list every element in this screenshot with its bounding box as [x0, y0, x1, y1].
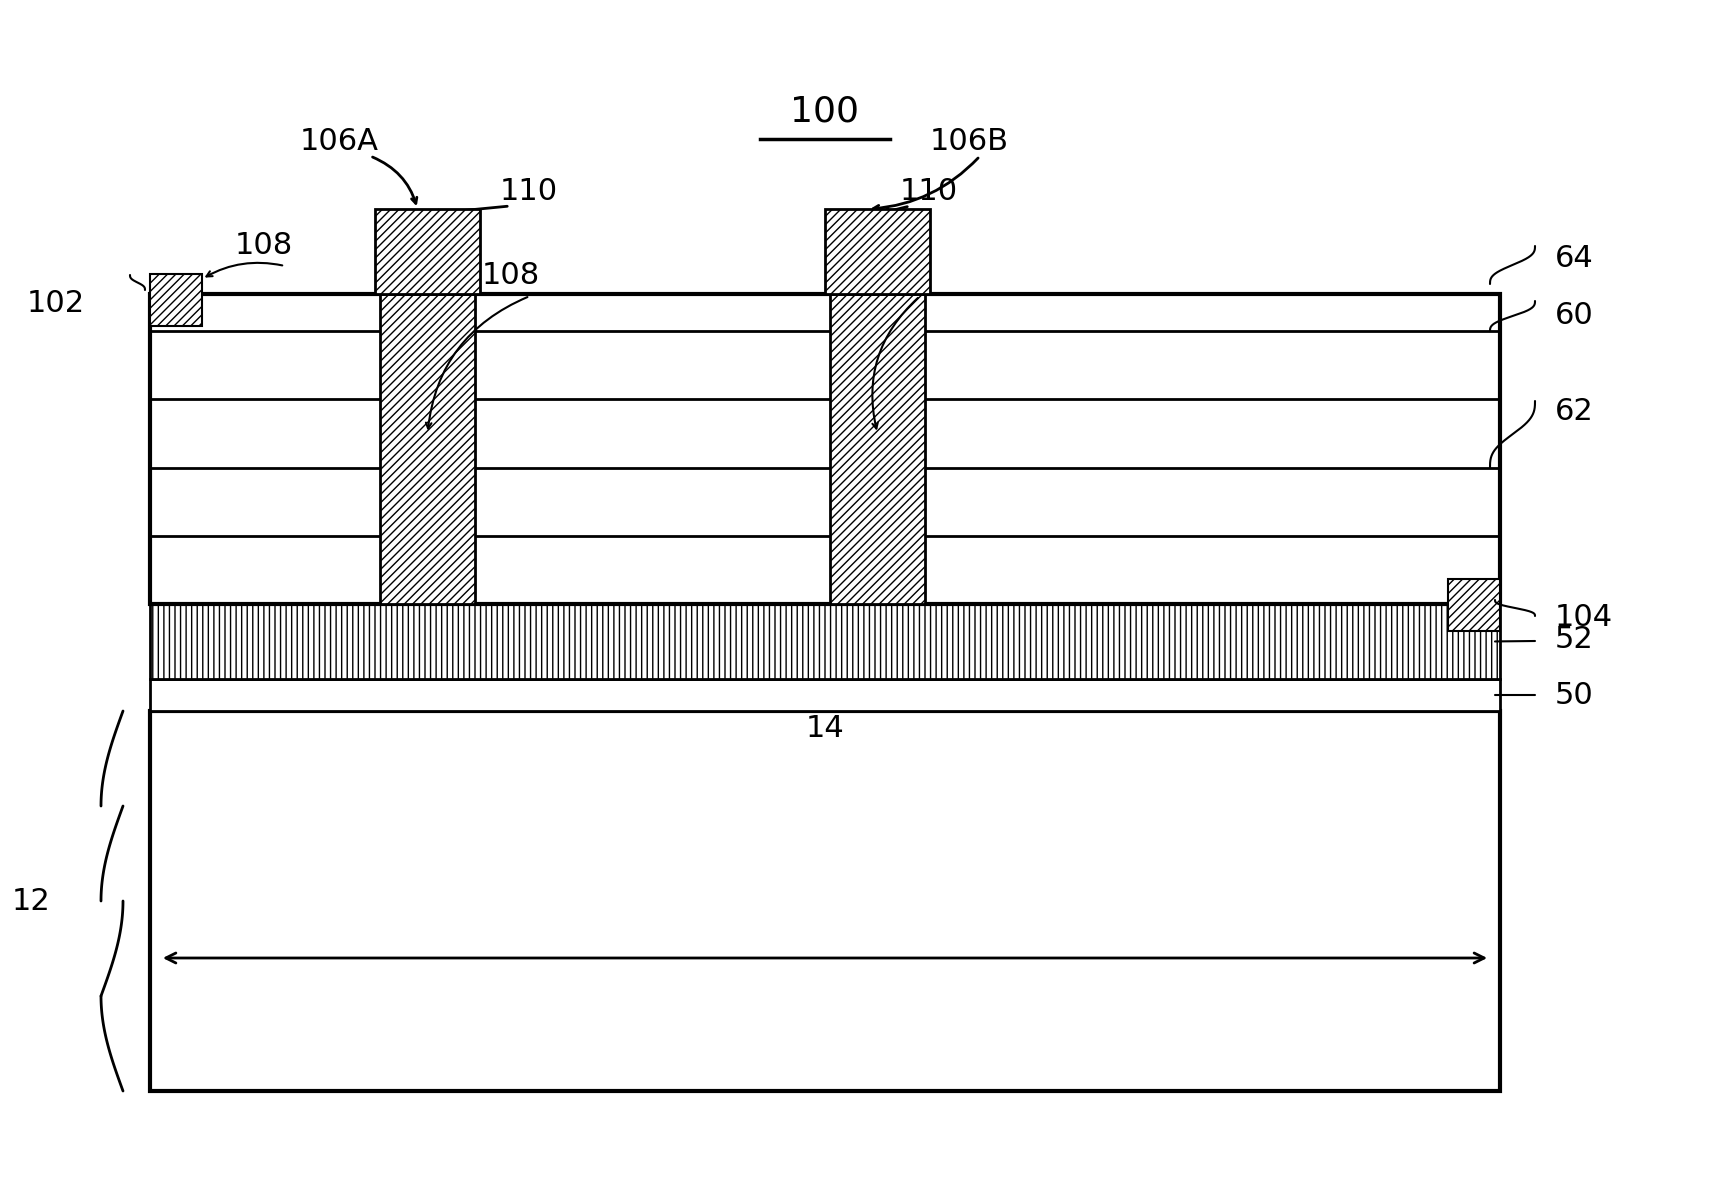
Text: 104: 104: [1556, 602, 1614, 632]
Bar: [1447, 579, 1501, 631]
Bar: [824, 209, 931, 294]
Text: 108: 108: [482, 261, 541, 291]
Text: 110: 110: [900, 176, 958, 205]
Bar: [829, 294, 925, 603]
Text: 102: 102: [27, 289, 86, 319]
Text: 108: 108: [872, 261, 931, 291]
Text: 110: 110: [500, 176, 558, 205]
Text: 106B: 106B: [931, 126, 1010, 156]
Text: 64: 64: [1556, 244, 1593, 274]
Bar: [149, 679, 1501, 711]
Text: 106A: 106A: [300, 126, 379, 156]
Bar: [374, 209, 481, 294]
Text: 12: 12: [12, 887, 50, 915]
Text: 52: 52: [1556, 625, 1593, 653]
Bar: [149, 294, 1501, 603]
Text: 108: 108: [235, 231, 294, 261]
Bar: [379, 294, 476, 603]
Bar: [149, 274, 203, 326]
Text: 62: 62: [1556, 397, 1593, 425]
Bar: [149, 603, 1501, 679]
Text: 60: 60: [1556, 301, 1593, 331]
Bar: [149, 711, 1501, 1091]
Text: 100: 100: [790, 94, 860, 128]
Text: 14: 14: [805, 715, 845, 743]
Text: 50: 50: [1556, 680, 1593, 710]
